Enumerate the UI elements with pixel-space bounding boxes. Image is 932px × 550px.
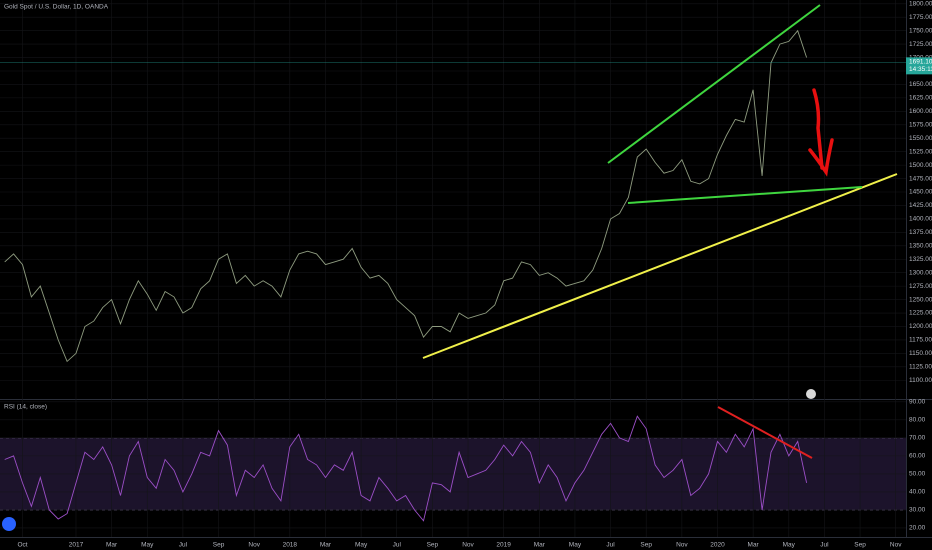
x-tick-label: Mar — [534, 542, 546, 549]
y-tick-label: 1325.000 — [909, 256, 932, 263]
last-price-label: 1691.108 — [909, 59, 932, 66]
x-tick-label: Jul — [606, 542, 615, 549]
x-tick-label: Jul — [820, 542, 829, 549]
countdown-label: 14:35:11 — [909, 66, 932, 73]
y-tick-label: 50.00 — [909, 471, 926, 478]
x-tick-label: 2020 — [710, 542, 725, 549]
x-tick-label: Mar — [748, 542, 760, 549]
x-tick-label: Sep — [640, 542, 652, 549]
x-tick-label: Sep — [427, 542, 439, 549]
y-tick-label: 1350.000 — [909, 243, 932, 250]
y-tick-label: 1525.000 — [909, 148, 932, 155]
y-tick-label: 1200.000 — [909, 323, 932, 330]
y-tick-label: 1625.000 — [909, 95, 932, 102]
x-tick-label: Nov — [248, 542, 260, 549]
y-tick-label: 1275.000 — [909, 283, 932, 290]
series-line — [4, 415, 808, 522]
y-tick-label: 90.00 — [909, 399, 926, 406]
chart-title: Gold Spot / U.S. Dollar, 1D, OANDA — [4, 4, 109, 11]
y-tick-label: 1500.000 — [909, 162, 932, 169]
x-tick-label: May — [355, 542, 368, 549]
x-tick-label: May — [569, 542, 582, 549]
y-tick-label: 20.00 — [909, 525, 926, 532]
y-tick-label: 60.00 — [909, 453, 926, 460]
y-tick-label: 1775.000 — [909, 14, 932, 21]
y-tick-label: 80.00 — [909, 417, 926, 424]
y-tick-label: 1125.000 — [909, 364, 932, 371]
y-tick-label: 1175.000 — [909, 337, 932, 344]
y-tick-label: 70.00 — [909, 435, 926, 442]
y-tick-label: 1250.000 — [909, 296, 932, 303]
rsi-title: RSI (14, close) — [4, 404, 47, 411]
x-tick-label: 2018 — [283, 542, 298, 549]
y-tick-label: 1750.000 — [909, 27, 932, 34]
event-icon — [806, 389, 816, 399]
yellow-trendline — [422, 173, 898, 359]
x-tick-label: 2019 — [496, 542, 511, 549]
x-tick-label: Jul — [179, 542, 188, 549]
y-tick-label: 1650.000 — [909, 81, 932, 88]
series-line — [4, 29, 808, 363]
y-tick-label: 1375.000 — [909, 229, 932, 236]
x-tick-label: Mar — [320, 542, 332, 549]
red-arrow — [808, 88, 834, 177]
x-tick-label: May — [783, 542, 796, 549]
last-price-box — [906, 57, 932, 75]
y-tick-label: 40.00 — [909, 489, 926, 496]
y-tick-label: 30.00 — [909, 507, 926, 514]
x-tick-label: 2017 — [69, 542, 84, 549]
y-tick-label: 1300.000 — [909, 269, 932, 276]
y-tick-label: 1100.000 — [909, 377, 932, 384]
rsi-divergence-line — [717, 406, 813, 459]
x-tick-label: Nov — [676, 542, 688, 549]
x-tick-label: Sep — [854, 542, 866, 549]
logo — [2, 517, 16, 531]
x-tick-label: May — [141, 542, 154, 549]
y-tick-label: 1225.000 — [909, 310, 932, 317]
y-tick-label: 1150.000 — [909, 350, 932, 357]
x-tick-label: Oct — [17, 542, 27, 549]
y-tick-label: 1575.000 — [909, 121, 932, 128]
y-tick-label: 1725.000 — [909, 41, 932, 48]
green-lower-trendline — [627, 186, 863, 204]
y-tick-label: 1550.000 — [909, 135, 932, 142]
green-upper-trendline — [607, 4, 821, 164]
y-tick-label: 1475.000 — [909, 175, 932, 182]
y-tick-label: 1400.000 — [909, 216, 932, 223]
x-tick-label: Sep — [213, 542, 225, 549]
y-tick-label: 1450.000 — [909, 189, 932, 196]
x-tick-label: Mar — [106, 542, 118, 549]
x-tick-label: Nov — [462, 542, 474, 549]
y-tick-label: 1425.000 — [909, 202, 932, 209]
x-tick-label: Nov — [890, 542, 902, 549]
y-tick-label: 1600.000 — [909, 108, 932, 115]
y-tick-label: 1800.000 — [909, 0, 932, 7]
x-tick-label: Jul — [393, 542, 402, 549]
